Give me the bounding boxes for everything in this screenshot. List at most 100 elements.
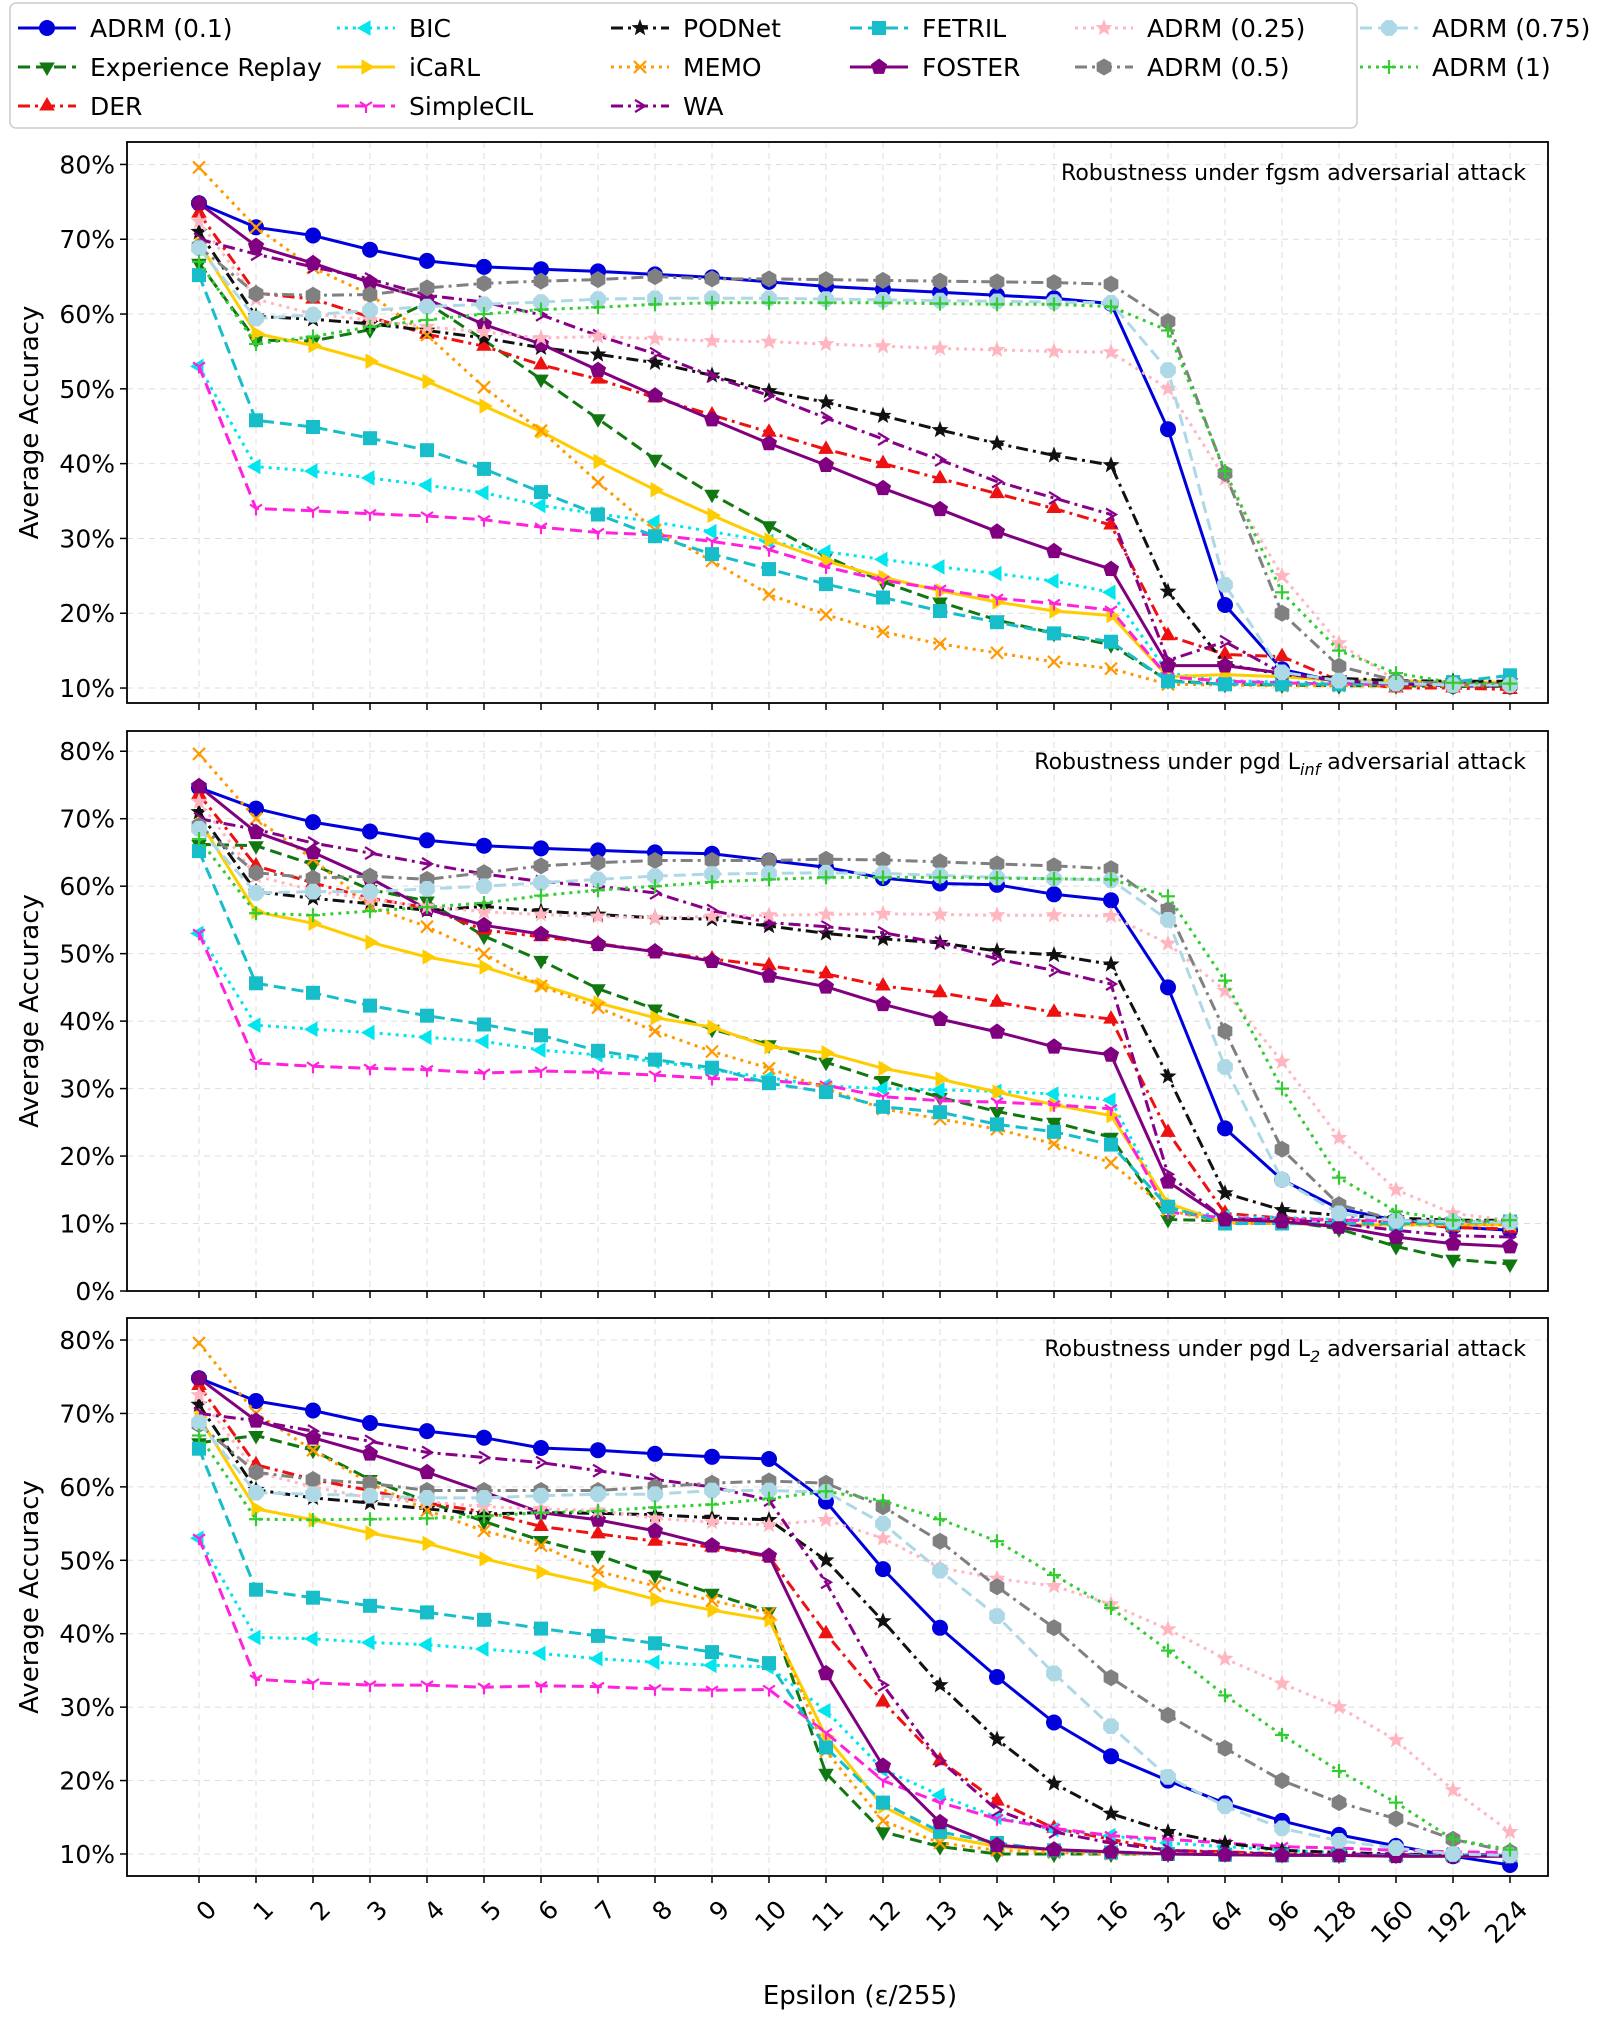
data-point: [991, 474, 1005, 489]
data-point: [591, 300, 605, 315]
data-point: [989, 484, 1005, 499]
data-point: [988, 340, 1006, 358]
series-line: [197, 166, 1510, 688]
data-point: [1216, 1834, 1234, 1851]
data-point: [874, 1080, 888, 1097]
data-point: [192, 844, 206, 859]
data-point: [420, 443, 434, 458]
data-point: [874, 551, 888, 568]
data-point: [876, 575, 890, 588]
data-point: [817, 1664, 835, 1681]
data-point: [991, 952, 1005, 966]
x-tick-label: 14: [977, 1895, 1020, 1938]
data-point: [365, 353, 379, 369]
data-point: [876, 1814, 890, 1828]
data-point: [1388, 1840, 1404, 1856]
data-point: [306, 420, 320, 434]
data-point: [1160, 1215, 1176, 1229]
data-point: [1501, 1822, 1519, 1840]
data-point: [1332, 1764, 1346, 1778]
data-point: [819, 870, 833, 885]
data-point: [988, 523, 1006, 539]
data-point: [249, 976, 263, 991]
series-line: [197, 247, 1510, 687]
data-point: [762, 587, 776, 602]
series-line: [197, 1394, 1511, 1834]
data-point: [760, 332, 778, 349]
data-point: [760, 967, 778, 983]
data-point: [1160, 1123, 1176, 1137]
data-point: [533, 355, 549, 370]
data-point: [1503, 1842, 1517, 1857]
data-point: [590, 1550, 606, 1565]
data-point: [1102, 560, 1120, 576]
data-point: [877, 925, 891, 940]
data-point: [590, 291, 606, 307]
data-point: [1218, 464, 1232, 479]
legend-item-adrm-0-5: ADRM (0.5): [1075, 53, 1290, 82]
data-point: [989, 1669, 1005, 1685]
data-point: [1217, 1739, 1233, 1757]
data-point: [1102, 343, 1120, 360]
data-point: [1102, 1046, 1120, 1062]
y-tick-label: 50%: [59, 1546, 115, 1575]
legend-label: FOSTER: [922, 53, 1020, 82]
data-point: [1159, 1067, 1177, 1084]
data-point: [761, 956, 777, 971]
data-point: [1159, 1173, 1177, 1189]
data-point: [705, 547, 719, 562]
data-point: [933, 637, 947, 651]
data-point: [1216, 981, 1234, 999]
data-point: [589, 1650, 603, 1667]
data-point: [703, 952, 721, 968]
data-point: [819, 295, 833, 310]
data-point: [422, 949, 436, 965]
data-point: [819, 1085, 833, 1099]
x-tick-label: 224: [1479, 1895, 1533, 1949]
data-point: [361, 470, 375, 486]
data-point: [992, 1084, 1006, 1100]
data-point: [703, 1513, 721, 1530]
data-point: [1045, 1086, 1059, 1102]
data-point: [192, 254, 206, 269]
data-point: [533, 1487, 549, 1504]
legend-item-adrm-0-1: ADRM (0.1): [18, 14, 233, 43]
data-point: [1388, 675, 1404, 692]
series-adrm-0-75: [191, 240, 1518, 693]
data-point: [475, 902, 493, 920]
data-point: [1045, 1841, 1063, 1857]
data-point: [874, 1529, 892, 1546]
series-simplecil: [192, 361, 1517, 692]
legend-label: ADRM (0.75): [1432, 14, 1590, 43]
data-point: [876, 870, 890, 885]
data-point: [1045, 906, 1063, 923]
data-point: [190, 803, 208, 820]
data-point: [1389, 666, 1403, 681]
data-point: [875, 851, 891, 869]
data-point: [1387, 1228, 1405, 1244]
y-tick-label: 10%: [59, 1210, 115, 1239]
data-point: [989, 1107, 1005, 1121]
data-point: [249, 1674, 263, 1687]
data-point: [1217, 1022, 1233, 1040]
data-point: [877, 1678, 891, 1693]
data-point: [422, 1535, 436, 1552]
data-point: [1046, 886, 1062, 903]
data-point: [934, 452, 948, 467]
data-point: [306, 505, 320, 518]
data-point: [421, 1445, 435, 1460]
data-point: [248, 310, 264, 327]
data-point: [932, 469, 948, 484]
series-line: [198, 842, 1511, 1266]
data-point: [477, 514, 491, 527]
data-point: [190, 1369, 208, 1386]
series-line: [197, 1416, 1510, 1858]
data-point: [761, 423, 777, 437]
data-point: [819, 1740, 833, 1755]
data-point: [762, 295, 776, 310]
data-point: [650, 1591, 664, 1607]
data-point: [703, 1657, 717, 1674]
data-point: [1216, 1649, 1234, 1666]
data-point: [931, 500, 949, 517]
x-tick-label: 12: [863, 1895, 906, 1938]
